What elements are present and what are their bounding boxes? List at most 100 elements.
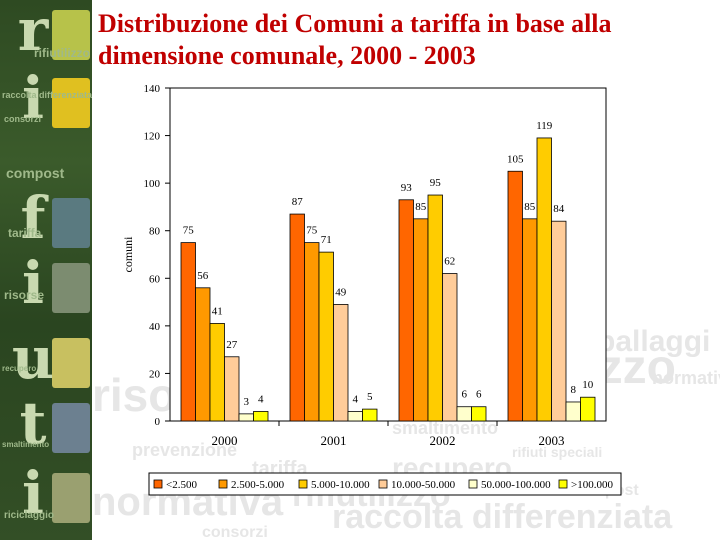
sidebar-word: riciclaggio bbox=[4, 510, 55, 521]
background-word: consorzi bbox=[202, 524, 268, 540]
sidebar-word: risorse bbox=[4, 288, 45, 302]
decorative-sidebar: r i f i u t i rifiutilizzo raccolta differenziat… bbox=[0, 0, 92, 540]
data-label: 27 bbox=[226, 339, 238, 351]
sidebar-letter: u bbox=[11, 324, 55, 392]
data-label: 75 bbox=[183, 225, 195, 237]
bar bbox=[427, 194, 443, 422]
data-label: 105 bbox=[507, 153, 524, 165]
legend-label: >100.000 bbox=[571, 479, 613, 491]
sidebar-word: consorzi bbox=[4, 114, 42, 124]
legend-label: 5.000-10.000 bbox=[311, 479, 370, 491]
y-tick-label: 40 bbox=[149, 321, 161, 333]
sidebar-letter: t bbox=[19, 389, 47, 457]
sidebar-word: compost bbox=[6, 165, 65, 181]
data-label: 8 bbox=[571, 384, 577, 396]
data-label: 3 bbox=[244, 396, 250, 408]
bar bbox=[362, 408, 378, 422]
data-label: 5 bbox=[367, 391, 373, 403]
bar bbox=[209, 323, 225, 422]
sidebar-letter: f bbox=[20, 184, 46, 252]
data-label: 6 bbox=[462, 389, 468, 401]
bar bbox=[565, 401, 581, 422]
slide-title: Distribuzione dei Comuni a tariffa in ba… bbox=[98, 9, 612, 70]
bar bbox=[238, 413, 254, 422]
sidebar-photo-tile bbox=[52, 10, 90, 60]
sidebar-photo-tile bbox=[52, 263, 90, 313]
data-label: 10 bbox=[582, 379, 594, 391]
data-label: 75 bbox=[306, 225, 318, 237]
bar bbox=[333, 304, 349, 422]
legend-label: 50.000-100.000 bbox=[481, 479, 551, 491]
background-word: rifiuti speciali bbox=[512, 444, 603, 460]
sidebar-photo-tile bbox=[52, 473, 90, 523]
legend-swatch bbox=[378, 479, 388, 489]
data-label: 95 bbox=[430, 177, 442, 189]
y-tick-label: 60 bbox=[149, 273, 161, 285]
bar bbox=[318, 251, 334, 422]
legend-swatch bbox=[298, 479, 308, 489]
data-label: 62 bbox=[444, 256, 455, 268]
x-tick-label: 2000 bbox=[212, 433, 238, 448]
data-label: 84 bbox=[553, 203, 565, 215]
bar bbox=[253, 411, 269, 422]
sidebar-word: rifiutilizzo bbox=[34, 46, 90, 60]
y-tick-label: 20 bbox=[149, 368, 161, 380]
sidebar-word: tariffa bbox=[8, 226, 42, 240]
bar bbox=[413, 218, 429, 422]
bar bbox=[289, 213, 305, 422]
data-label: 93 bbox=[401, 182, 413, 194]
x-tick-label: 2001 bbox=[321, 433, 347, 448]
background-word: prevenzione bbox=[132, 440, 238, 460]
y-tick-label: 80 bbox=[149, 226, 161, 238]
data-label: 49 bbox=[335, 286, 347, 298]
data-label: 85 bbox=[524, 201, 536, 213]
bar bbox=[224, 356, 240, 422]
bar bbox=[536, 137, 552, 422]
data-label: 4 bbox=[258, 393, 264, 405]
data-label: 87 bbox=[292, 196, 304, 208]
y-tick-label: 100 bbox=[144, 178, 161, 190]
sidebar-word: raccolta differenziata bbox=[2, 90, 92, 100]
legend-swatch bbox=[153, 479, 163, 489]
data-label: 4 bbox=[353, 393, 359, 405]
sidebar-photo-tile bbox=[52, 78, 90, 128]
legend-label: 10.000-50.000 bbox=[391, 479, 456, 491]
legend-label: <2.500 bbox=[166, 479, 197, 491]
sidebar-photo-tile bbox=[52, 198, 90, 248]
legend-label: 2.500-5.000 bbox=[231, 479, 285, 491]
data-label: 85 bbox=[415, 201, 427, 213]
data-label: 119 bbox=[536, 120, 553, 132]
background-word: smaltimento bbox=[392, 418, 499, 438]
bar bbox=[507, 170, 523, 422]
bar bbox=[522, 218, 538, 422]
background-word: raccolta differenziata bbox=[332, 498, 673, 536]
y-tick-label: 140 bbox=[144, 83, 161, 95]
data-label: 71 bbox=[321, 234, 332, 246]
bar bbox=[304, 242, 320, 422]
bar bbox=[398, 199, 414, 422]
x-tick-label: 2003 bbox=[539, 433, 565, 448]
data-label: 6 bbox=[476, 389, 482, 401]
sidebar-letter: i bbox=[21, 64, 45, 132]
background-word: normativa bbox=[652, 368, 720, 388]
sidebar-letter: r bbox=[17, 0, 49, 64]
legend-swatch bbox=[218, 479, 228, 489]
y-axis-label: comuni bbox=[121, 236, 135, 273]
x-tick-label: 2002 bbox=[430, 433, 456, 448]
sidebar-letter: i bbox=[21, 459, 45, 527]
sidebar-word: recupero bbox=[2, 364, 37, 373]
bar bbox=[347, 411, 363, 422]
bar bbox=[456, 406, 472, 422]
bar bbox=[195, 287, 211, 422]
bar bbox=[551, 220, 567, 422]
bar bbox=[180, 242, 196, 422]
y-tick-label: 0 bbox=[155, 416, 161, 428]
bar bbox=[442, 273, 458, 422]
bar bbox=[471, 406, 487, 422]
legend-swatch bbox=[468, 479, 478, 489]
y-tick-label: 120 bbox=[144, 131, 161, 143]
bar bbox=[580, 396, 596, 422]
sidebar-word: smaltimento bbox=[2, 440, 50, 449]
sidebar-photo-tile bbox=[52, 338, 90, 388]
